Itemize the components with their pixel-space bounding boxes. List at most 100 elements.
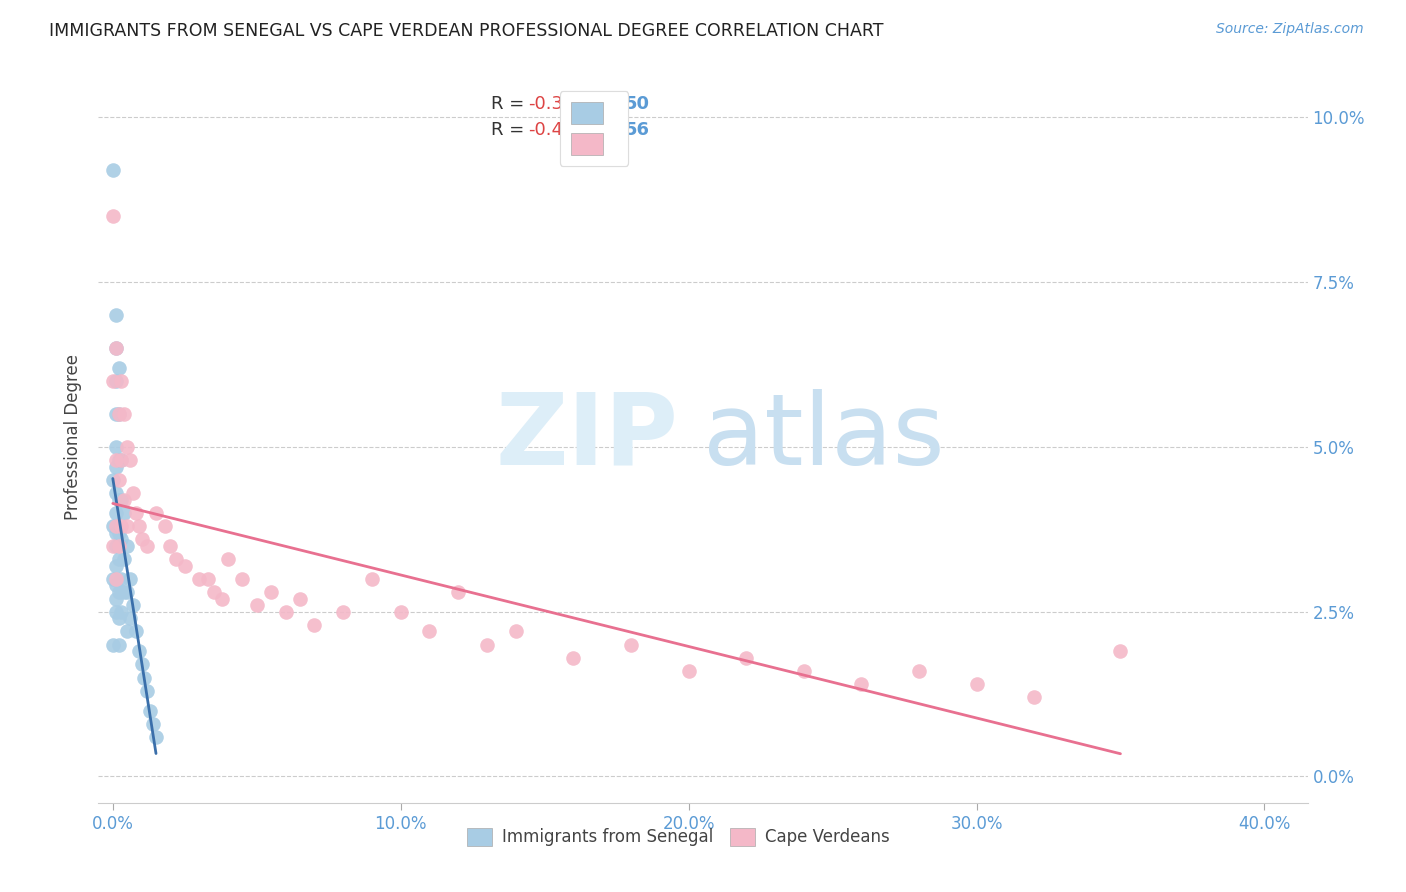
Text: R =: R = (492, 121, 530, 139)
Point (128, 519, 150, 533)
Point (104, 605, 127, 619)
Point (231, 572, 253, 586)
Point (104, 486, 127, 500)
Point (101, 572, 124, 586)
Point (131, 533, 153, 547)
Point (112, 552, 135, 566)
Point (101, 163, 124, 178)
Point (107, 453, 129, 467)
Point (120, 611, 142, 625)
Point (202, 585, 225, 599)
Point (260, 585, 283, 599)
Point (104, 578, 127, 592)
Point (107, 407, 129, 421)
Point (332, 605, 354, 619)
Point (101, 374, 124, 388)
Point (110, 572, 132, 586)
Point (217, 552, 239, 566)
Point (107, 473, 129, 487)
Point (475, 638, 498, 652)
Point (908, 664, 931, 678)
Point (104, 341, 127, 355)
Point (128, 644, 150, 658)
Point (101, 638, 124, 652)
Point (142, 716, 165, 731)
Point (107, 407, 129, 421)
Point (153, 519, 176, 533)
Point (101, 210, 124, 224)
Point (115, 519, 138, 533)
Point (107, 492, 129, 507)
Point (145, 506, 167, 520)
Text: 50: 50 (624, 95, 650, 113)
Point (793, 664, 815, 678)
Text: -0.336: -0.336 (527, 95, 585, 113)
Point (1109, 644, 1132, 658)
Point (165, 552, 187, 566)
Point (115, 539, 138, 553)
Point (104, 407, 127, 421)
Point (159, 539, 181, 553)
Text: -0.408: -0.408 (527, 121, 585, 139)
Point (447, 585, 470, 599)
Point (735, 650, 758, 665)
Point (139, 704, 162, 718)
Point (136, 683, 159, 698)
Point (288, 591, 311, 606)
Point (120, 453, 142, 467)
Point (104, 341, 127, 355)
Point (101, 519, 124, 533)
Point (104, 591, 127, 606)
Point (110, 374, 132, 388)
Text: N =: N = (576, 121, 633, 139)
Point (125, 506, 148, 520)
Text: R =: R = (492, 95, 530, 113)
Point (107, 539, 129, 553)
Point (104, 374, 127, 388)
Point (418, 624, 440, 639)
Point (107, 525, 129, 540)
Point (107, 360, 129, 375)
Text: 56: 56 (624, 121, 650, 139)
Point (562, 650, 585, 665)
Point (104, 572, 127, 586)
Point (101, 473, 124, 487)
Point (112, 506, 135, 520)
Point (112, 585, 135, 599)
Point (110, 605, 132, 619)
Point (120, 572, 142, 586)
Y-axis label: Professional Degree: Professional Degree (65, 354, 83, 520)
Point (122, 598, 145, 612)
Point (188, 572, 211, 586)
Point (304, 618, 326, 632)
Point (104, 558, 127, 573)
Point (131, 657, 153, 672)
Point (678, 664, 700, 678)
Text: ZIP: ZIP (496, 389, 679, 485)
Point (145, 730, 167, 744)
Text: IMMIGRANTS FROM SENEGAL VS CAPE VERDEAN PROFESSIONAL DEGREE CORRELATION CHART: IMMIGRANTS FROM SENEGAL VS CAPE VERDEAN … (49, 22, 884, 40)
Point (1022, 690, 1045, 705)
Text: Source: ZipAtlas.com: Source: ZipAtlas.com (1216, 22, 1364, 37)
Point (115, 440, 138, 454)
Point (104, 459, 127, 474)
Point (104, 525, 127, 540)
Point (110, 533, 132, 547)
Point (851, 677, 873, 691)
Point (966, 677, 988, 691)
Point (112, 407, 135, 421)
Point (101, 539, 124, 553)
Point (505, 624, 527, 639)
Point (112, 492, 135, 507)
Point (136, 539, 159, 553)
Point (620, 638, 643, 652)
Legend: Immigrants from Senegal, Cape Verdeans: Immigrants from Senegal, Cape Verdeans (461, 821, 897, 853)
Point (274, 605, 297, 619)
Point (110, 492, 132, 507)
Point (361, 572, 384, 586)
Point (134, 671, 156, 685)
Point (246, 598, 269, 612)
Point (110, 453, 132, 467)
Point (122, 486, 145, 500)
Point (115, 585, 138, 599)
